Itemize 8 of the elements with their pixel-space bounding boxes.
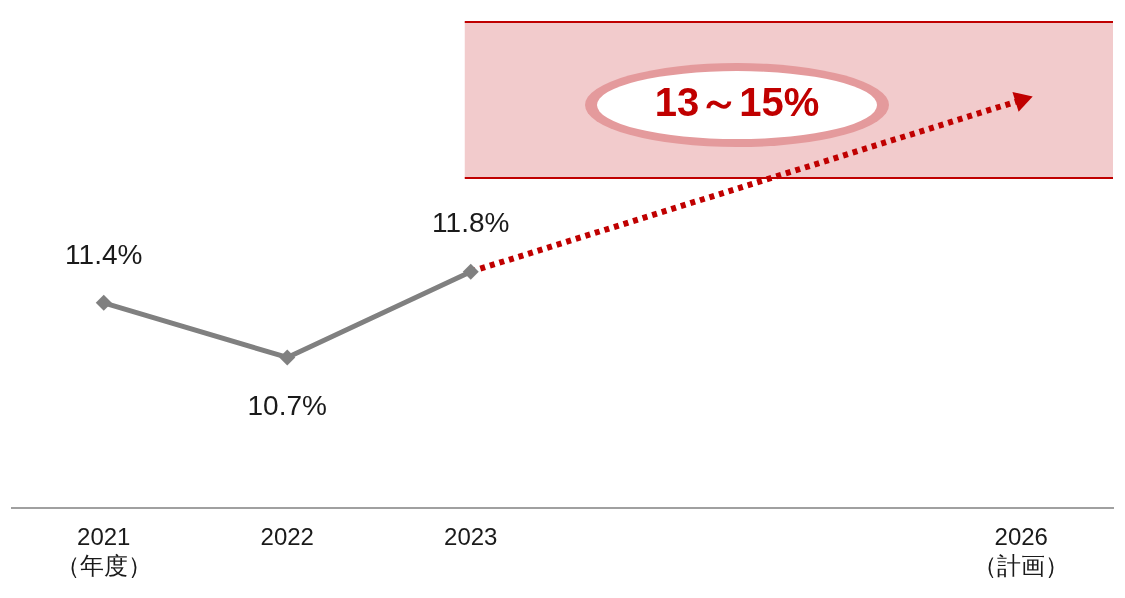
x-tick-label: 2026 （計画）: [973, 523, 1070, 580]
x-tick-label: 2021 （年度）: [55, 523, 152, 580]
band-label: 13～15%: [654, 80, 820, 125]
data-label: 10.7%: [247, 390, 327, 422]
data-label: 11.8%: [432, 207, 510, 239]
x-tick-label: 2022: [260, 523, 314, 551]
data-label: 11.4%: [65, 238, 143, 270]
x-tick-label: 2023: [444, 523, 498, 551]
